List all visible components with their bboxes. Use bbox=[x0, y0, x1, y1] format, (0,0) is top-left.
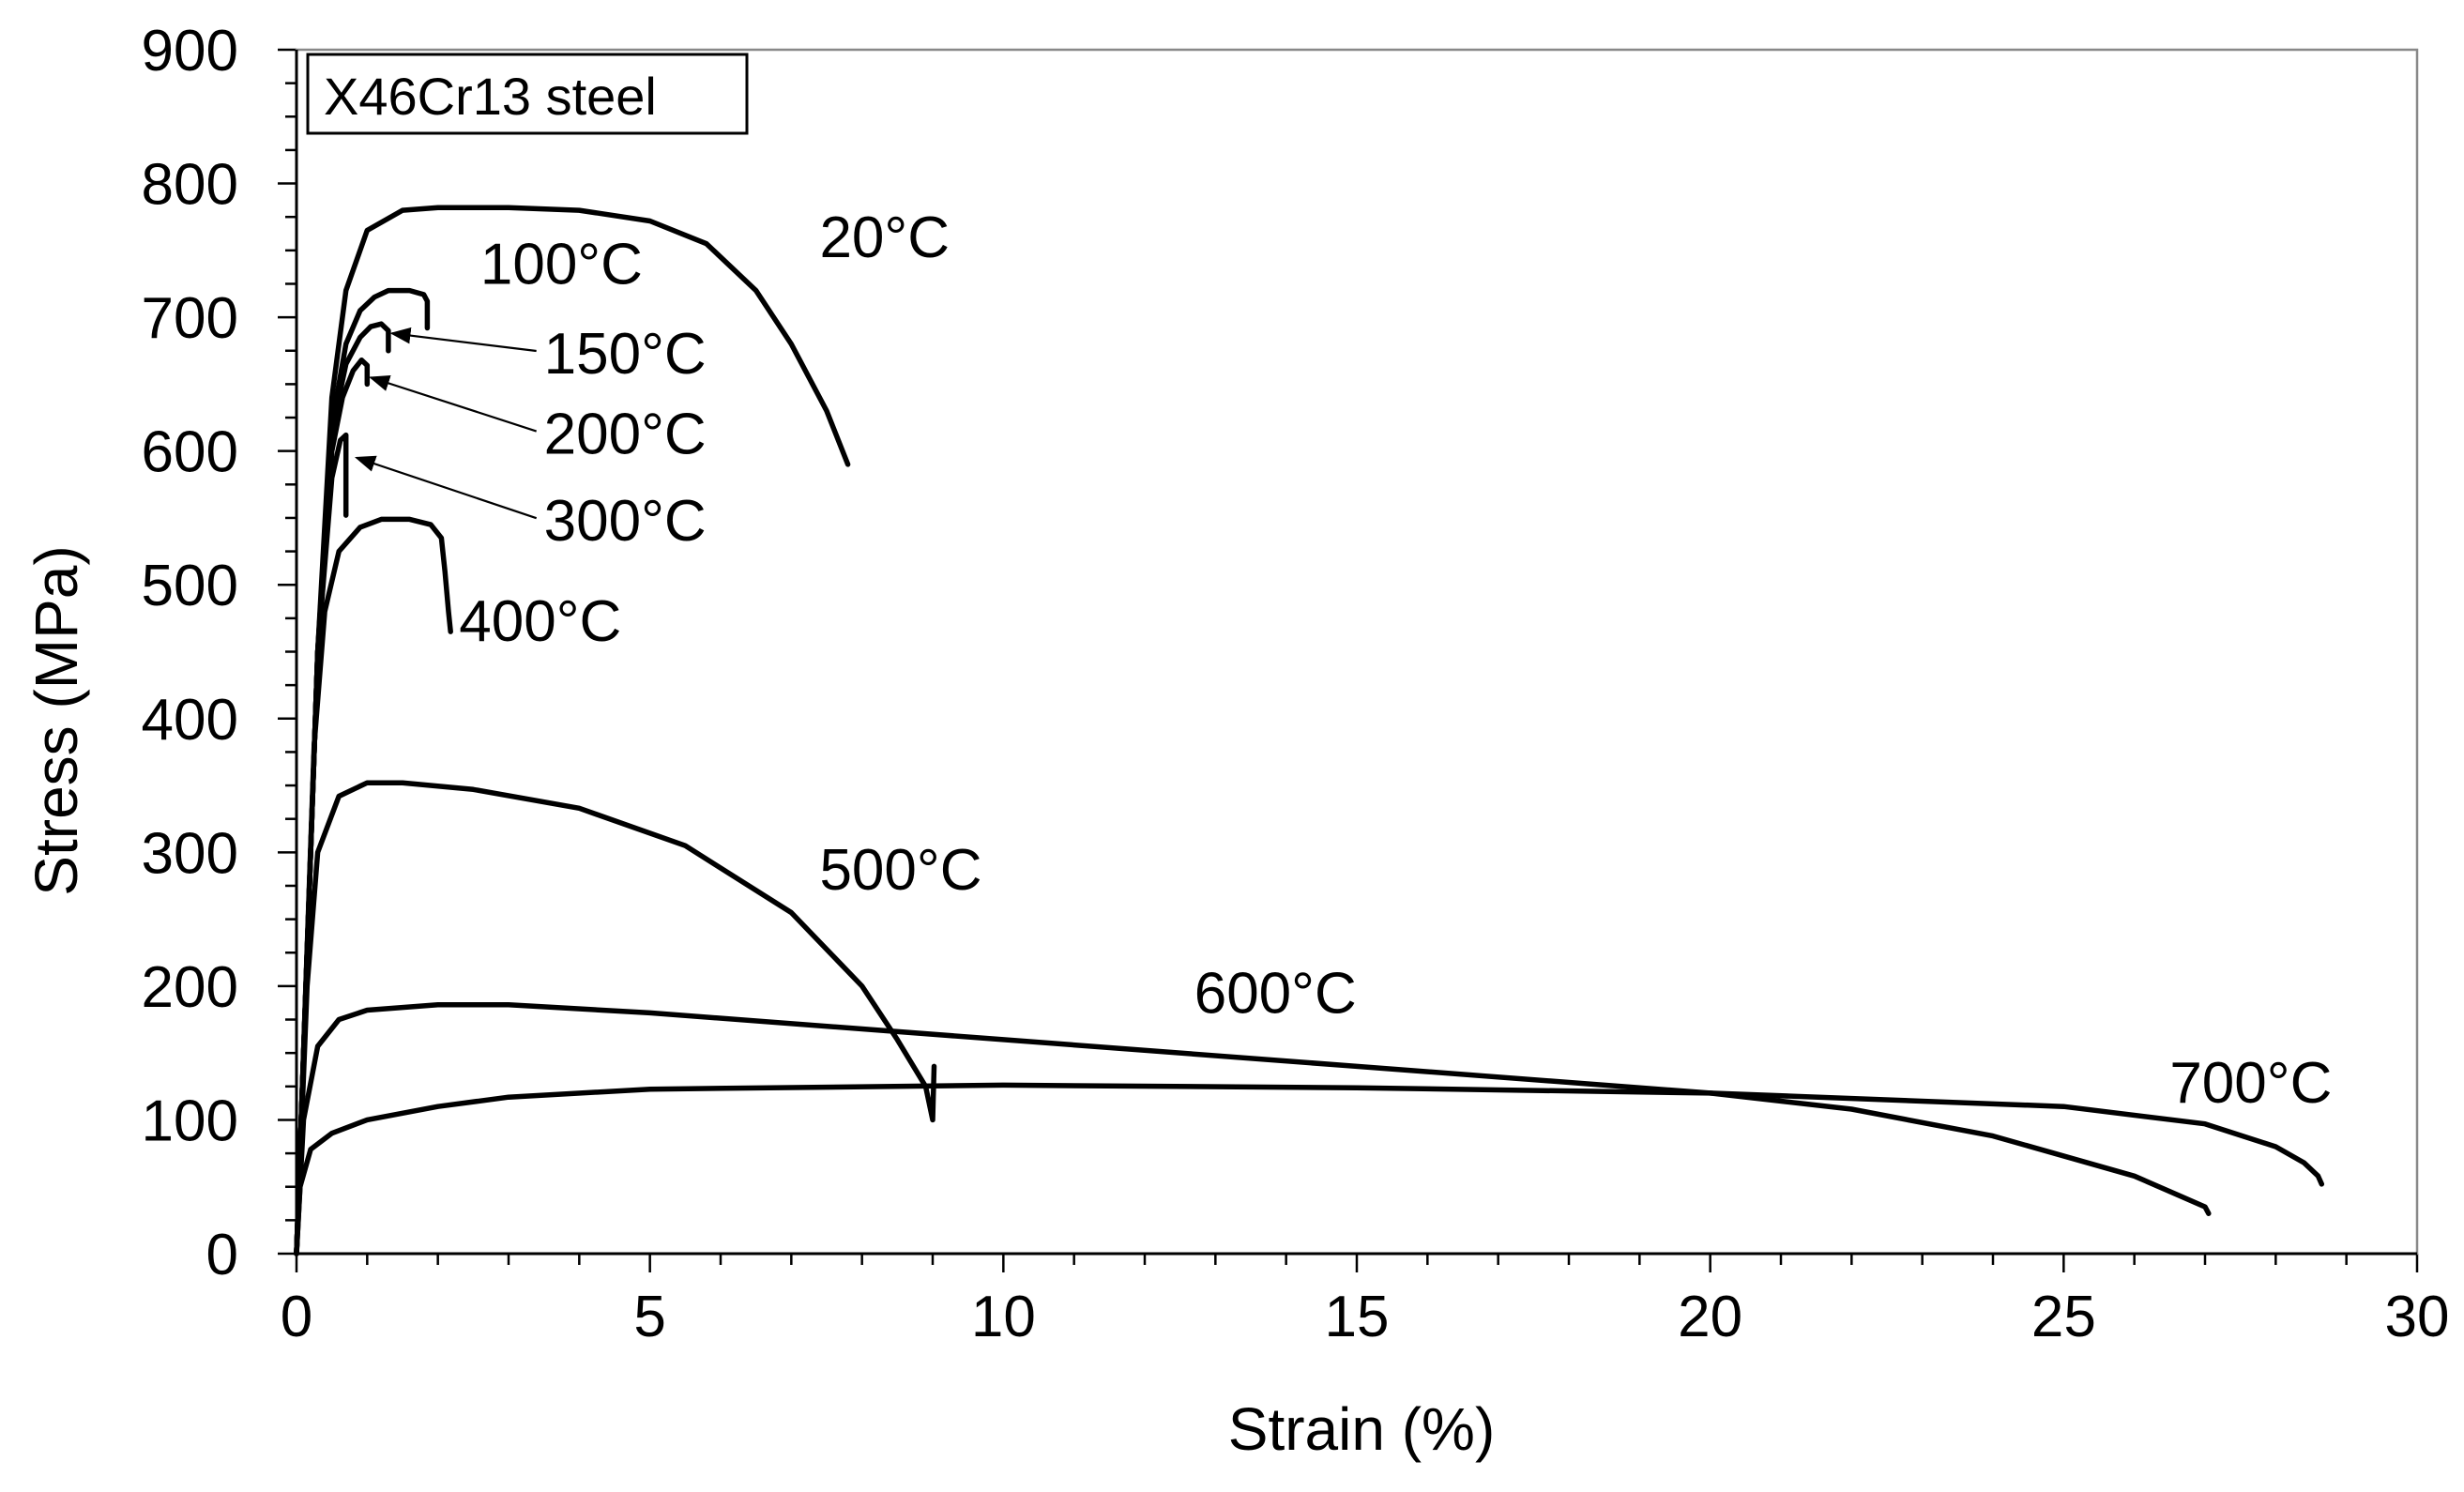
material-label-frame bbox=[306, 53, 749, 135]
curves-layer bbox=[294, 205, 2325, 1256]
arrow-300c bbox=[354, 455, 538, 520]
x-tick-label: 0 bbox=[281, 1285, 312, 1349]
curve-label-700c: 700°C bbox=[2169, 1051, 2332, 1116]
arrow-150c bbox=[389, 327, 537, 353]
arrows-layer bbox=[354, 327, 538, 520]
curve-labels-layer: 20°C 100°C 150°C 200°C 300°C 400°C 500°C 600°C 7… bbox=[459, 206, 2332, 1116]
y-tick-label: 800 bbox=[142, 153, 238, 218]
y-tick-label: 500 bbox=[142, 554, 238, 618]
curve-20c bbox=[294, 205, 851, 1256]
y-tick-label: 200 bbox=[142, 955, 238, 1020]
y-tick-label: 0 bbox=[206, 1223, 238, 1287]
material-label: X46Cr13 steel bbox=[324, 67, 657, 126]
y-tick-label: 900 bbox=[142, 19, 238, 84]
y-tick-label: 300 bbox=[142, 821, 238, 886]
curve-label-300c: 300°C bbox=[544, 489, 707, 554]
x-tick-label: 25 bbox=[2031, 1285, 2096, 1349]
x-tick-label: 15 bbox=[1325, 1285, 1390, 1349]
y-axis-title: Stress (MPa) bbox=[23, 545, 90, 895]
y-tick-label: 100 bbox=[142, 1089, 238, 1153]
ticks-layer bbox=[278, 48, 2419, 1272]
curve-label-500c: 500°C bbox=[819, 838, 981, 903]
curve-400c bbox=[294, 516, 453, 1256]
x-tick-label: 10 bbox=[971, 1285, 1036, 1349]
x-tick-label: 5 bbox=[633, 1285, 665, 1349]
y-tick-label: 400 bbox=[142, 688, 238, 753]
curve-label-20c: 20°C bbox=[819, 206, 950, 270]
curve-700c bbox=[294, 1082, 2325, 1256]
y-tick-label: 600 bbox=[142, 420, 238, 485]
y-tick-label: 700 bbox=[142, 286, 238, 351]
x-tick-label: 20 bbox=[1678, 1285, 1742, 1349]
arrow-200c bbox=[369, 374, 538, 433]
curve-label-600c: 600°C bbox=[1194, 961, 1357, 1026]
x-tick-label: 30 bbox=[2385, 1285, 2450, 1349]
material-label-box: X46Cr13 steel bbox=[306, 53, 749, 135]
curve-label-400c: 400°C bbox=[459, 589, 621, 654]
curve-600c bbox=[294, 1002, 2212, 1256]
curve-label-200c: 200°C bbox=[544, 403, 707, 467]
curve-label-100c: 100°C bbox=[480, 232, 643, 297]
curve-label-150c: 150°C bbox=[544, 322, 707, 387]
curve-500c bbox=[294, 780, 937, 1256]
x-axis-title: Strain (%) bbox=[1228, 1395, 1496, 1463]
